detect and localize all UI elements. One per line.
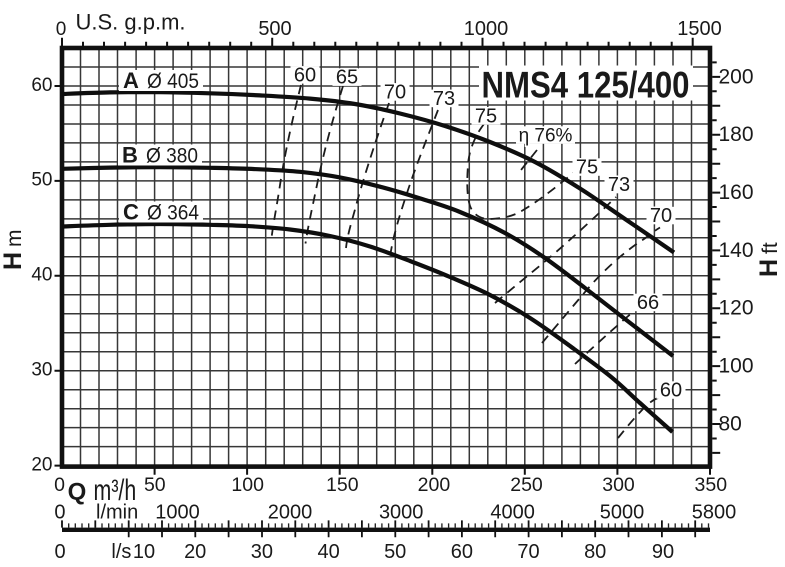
svg-text:70: 70	[517, 541, 539, 563]
svg-text:90: 90	[652, 541, 674, 563]
svg-text:100: 100	[719, 355, 754, 378]
svg-text:0: 0	[54, 474, 65, 496]
svg-text:60: 60	[660, 380, 682, 402]
svg-text:60: 60	[451, 541, 473, 563]
svg-text:0: 0	[54, 501, 65, 523]
svg-text:200: 200	[418, 474, 451, 496]
svg-text:Q: Q	[68, 479, 87, 506]
svg-text:350: 350	[695, 474, 728, 496]
svg-text:40: 40	[31, 265, 52, 286]
svg-text:η 76%: η 76%	[519, 126, 573, 147]
svg-text:0: 0	[56, 19, 67, 40]
svg-text:65: 65	[336, 67, 358, 89]
svg-text:40: 40	[317, 541, 339, 563]
svg-text:20: 20	[31, 454, 52, 475]
svg-text:1500: 1500	[677, 18, 722, 40]
svg-text:73: 73	[433, 88, 455, 110]
svg-text:0: 0	[54, 541, 65, 563]
svg-text:50: 50	[384, 541, 406, 563]
svg-text:3000: 3000	[379, 501, 424, 523]
svg-text:CØ 364: CØ 364	[123, 200, 199, 225]
svg-text:U.S. g.p.m.: U.S. g.p.m.	[76, 10, 186, 35]
svg-text:10: 10	[133, 541, 155, 563]
svg-text:l/s: l/s	[111, 541, 131, 563]
svg-text:Hft: Hft	[755, 242, 783, 277]
svg-text:70: 70	[384, 81, 406, 103]
svg-text:2000: 2000	[268, 501, 313, 523]
svg-text:50: 50	[31, 170, 52, 191]
svg-text:80: 80	[584, 541, 606, 563]
svg-text:m³/h: m³/h	[94, 475, 137, 507]
svg-text:70: 70	[650, 205, 672, 227]
svg-text:73: 73	[608, 174, 630, 196]
svg-text:80: 80	[719, 412, 742, 435]
svg-text:NMS4 125/400: NMS4 125/400	[482, 65, 690, 106]
svg-text:60: 60	[31, 75, 52, 96]
svg-text:AØ 405: AØ 405	[123, 68, 199, 93]
svg-text:180: 180	[719, 123, 754, 146]
svg-text:30: 30	[31, 360, 52, 381]
svg-text:500: 500	[258, 18, 291, 40]
svg-text:160: 160	[719, 181, 754, 204]
svg-text:20: 20	[184, 541, 206, 563]
svg-text:66: 66	[637, 292, 659, 314]
svg-text:250: 250	[510, 474, 543, 496]
svg-text:BØ 380: BØ 380	[122, 143, 198, 168]
svg-text:60: 60	[294, 64, 316, 86]
svg-text:140: 140	[719, 239, 754, 262]
svg-text:5000: 5000	[600, 501, 645, 523]
svg-text:200: 200	[719, 65, 754, 88]
svg-text:120: 120	[719, 297, 754, 320]
svg-text:4000: 4000	[490, 501, 535, 523]
svg-text:30: 30	[251, 541, 273, 563]
svg-text:1000: 1000	[464, 18, 509, 40]
svg-text:100: 100	[231, 474, 264, 496]
svg-text:75: 75	[475, 105, 497, 127]
svg-text:Hm: Hm	[0, 229, 27, 270]
svg-text:5800: 5800	[692, 501, 737, 523]
svg-text:150: 150	[326, 474, 359, 496]
svg-text:75: 75	[576, 157, 598, 179]
svg-text:50: 50	[144, 474, 166, 496]
svg-text:l/min: l/min	[96, 502, 138, 524]
svg-text:300: 300	[602, 474, 635, 496]
svg-text:1000: 1000	[155, 501, 200, 523]
